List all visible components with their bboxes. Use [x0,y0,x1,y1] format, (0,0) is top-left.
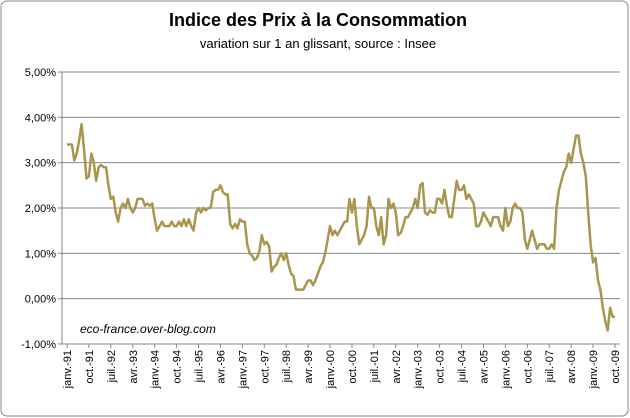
x-tick-label: avr.-99 [303,350,315,384]
watermark: eco-france.over-blog.com [80,322,216,336]
x-tick-label: janv.-06 [500,350,512,389]
x-tick-label: oct.-94 [172,350,184,384]
x-tick-label: oct.-00 [347,350,359,384]
x-tick-label: janv.-94 [150,350,162,389]
x-tick-label: juil.-92 [106,350,118,383]
y-tick-label: -1,00% [21,339,56,351]
x-tick-label: oct.-09 [610,350,622,384]
y-tick-label: 4,00% [25,112,56,124]
x-tick-label: juil.-95 [194,350,206,383]
x-tick-label: janv.-97 [237,350,249,389]
x-tick-label: avr.-02 [391,350,403,384]
x-tick-label: avr.-05 [478,350,490,384]
x-tick-label: oct.-06 [522,350,534,384]
x-tick-label: juil.-07 [544,350,556,383]
x-tick-label: oct.-97 [259,350,271,384]
chart-title: Indice des Prix à la Consommation [169,10,467,30]
x-tick-label: oct.-91 [84,350,96,384]
x-tick-label: janv.-09 [588,350,600,389]
y-tick-label: 2,00% [25,203,56,215]
x-tick-label: juil.-98 [281,350,293,383]
y-tick-label: 5,00% [25,67,56,79]
x-tick-label: janv.-91 [62,350,74,389]
x-tick-label: avr.-08 [566,350,578,384]
x-tick-label: avr.-96 [215,350,227,384]
x-tick-label: juil.-04 [457,350,469,383]
x-tick-label: janv.-00 [325,350,337,389]
y-tick-label: 0,00% [25,294,56,306]
line-series [67,122,615,332]
y-tick-label: 3,00% [25,158,56,170]
x-tick-label: janv.-03 [413,350,425,389]
y-tick-label: 1,00% [25,248,56,260]
x-tick-label: juil.-01 [369,350,381,383]
chart-subtitle: variation sur 1 an glissant, source : In… [200,36,436,51]
x-tick-label: avr.-93 [128,350,140,384]
x-tick-label: oct.-03 [435,350,447,384]
